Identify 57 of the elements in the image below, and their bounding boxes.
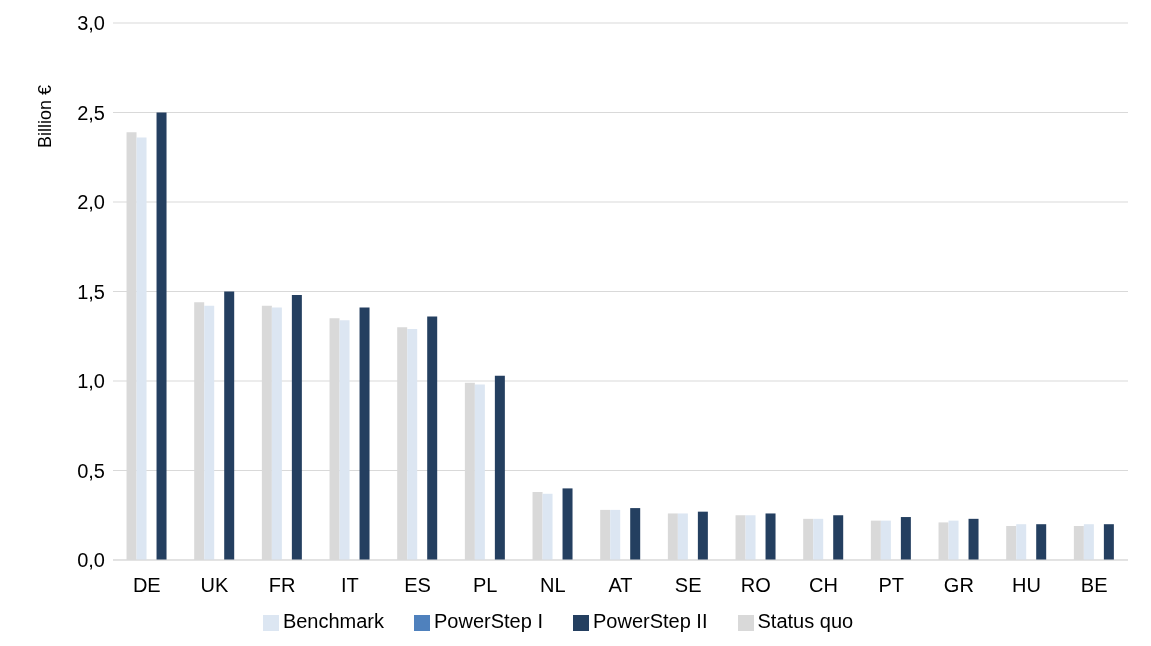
bar [291,295,302,560]
bar [156,112,167,560]
bar [948,520,959,560]
bar [407,329,418,560]
x-tick-label: FR [268,574,296,597]
bar [427,316,438,560]
bar [833,515,844,560]
legend-label: Benchmark [282,610,385,632]
y-tick-label: 2,5 [77,101,105,124]
y-tick-label: 1,5 [77,280,105,303]
x-tick-label: SE [674,574,702,597]
bar [677,513,688,560]
x-tick-label: RO [740,574,771,597]
bar [900,517,911,560]
x-tick-label: HU [1012,574,1041,597]
bar [1036,524,1047,560]
y-tick-label: 3,0 [77,12,105,35]
bar [224,291,235,560]
bar [204,305,215,560]
bar [813,518,824,560]
x-tick-label: DE [132,574,161,597]
x-tick-label: PL [472,574,498,597]
bar [1083,524,1094,560]
legend-label: Status quo [757,610,854,632]
x-tick-label: PT [878,574,904,597]
bar [562,488,573,560]
bar [1016,524,1027,560]
x-tick-label: ES [404,574,431,597]
bar [1103,524,1114,560]
bar [880,520,891,560]
x-tick-label: CH [809,574,838,597]
x-tick-label: BE [1080,574,1108,597]
bar [697,511,708,560]
x-tick-label: NL [540,574,566,597]
bar [610,509,621,560]
x-tick-label: IT [340,574,359,597]
y-tick-label: 1,0 [77,370,105,393]
legend-label: PowerStep I [434,610,543,632]
bar [542,493,553,560]
y-tick-label: 0,5 [77,459,105,482]
y-tick-label: 0,0 [77,549,105,572]
bar [765,513,776,560]
y-axis-title: Billion € [34,84,55,148]
bar [136,137,147,560]
bar [474,384,485,560]
bar [745,515,756,560]
x-tick-label: GR [943,574,974,597]
x-tick-label: UK [200,574,230,597]
bar [494,375,505,560]
bar [630,508,641,560]
bar [968,518,979,560]
x-tick-label: AT [608,574,633,597]
y-tick-label: 2,0 [77,191,105,214]
bar [359,307,370,560]
bar [339,320,350,560]
bar [271,307,282,560]
legend-label: PowerStep II [592,610,708,632]
